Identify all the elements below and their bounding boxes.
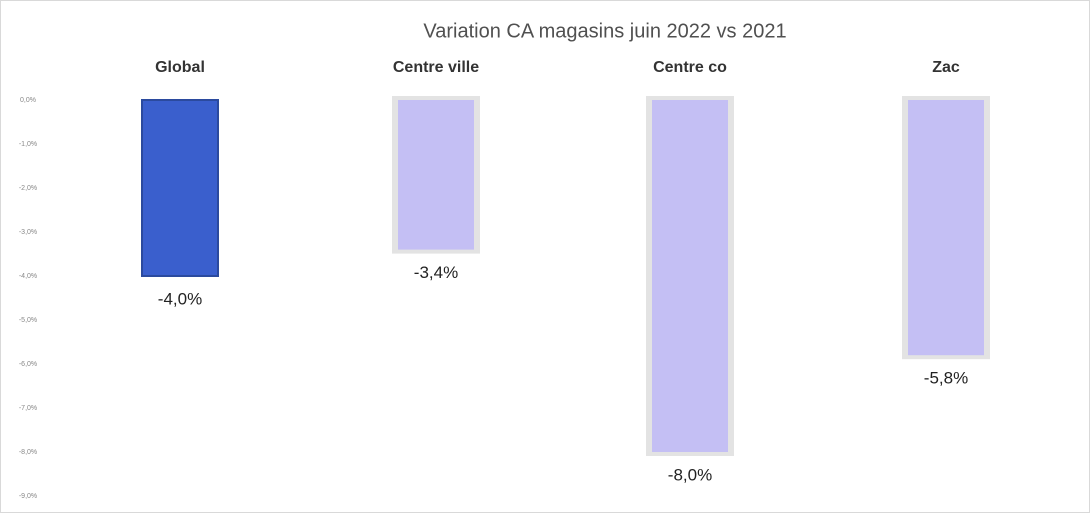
y-tick-label: 0,0%: [20, 97, 36, 104]
category-label: Centre co: [653, 59, 727, 76]
category-label: Zac: [932, 59, 960, 76]
value-label: -8,0%: [668, 465, 712, 484]
chart-title: Variation CA magasins juin 2022 vs 2021: [423, 20, 786, 42]
y-tick-label: -6,0%: [19, 361, 37, 368]
value-label: -4,0%: [158, 289, 202, 308]
bar: [398, 100, 474, 250]
bar: [652, 100, 728, 452]
y-tick-label: -9,0%: [19, 493, 37, 500]
value-label: -5,8%: [924, 369, 968, 388]
value-label: -3,4%: [414, 263, 458, 282]
category-label: Global: [155, 59, 205, 76]
category-label: Centre ville: [393, 59, 479, 76]
y-tick-label: -2,0%: [19, 185, 37, 192]
y-tick-label: -4,0%: [19, 273, 37, 280]
bar: [908, 100, 984, 356]
y-tick-label: -3,0%: [19, 229, 37, 236]
y-tick-label: -1,0%: [19, 141, 37, 148]
y-tick-label: -5,0%: [19, 317, 37, 324]
y-tick-label: -8,0%: [19, 449, 37, 456]
bar: [141, 99, 219, 277]
y-tick-label: -7,0%: [19, 405, 37, 412]
